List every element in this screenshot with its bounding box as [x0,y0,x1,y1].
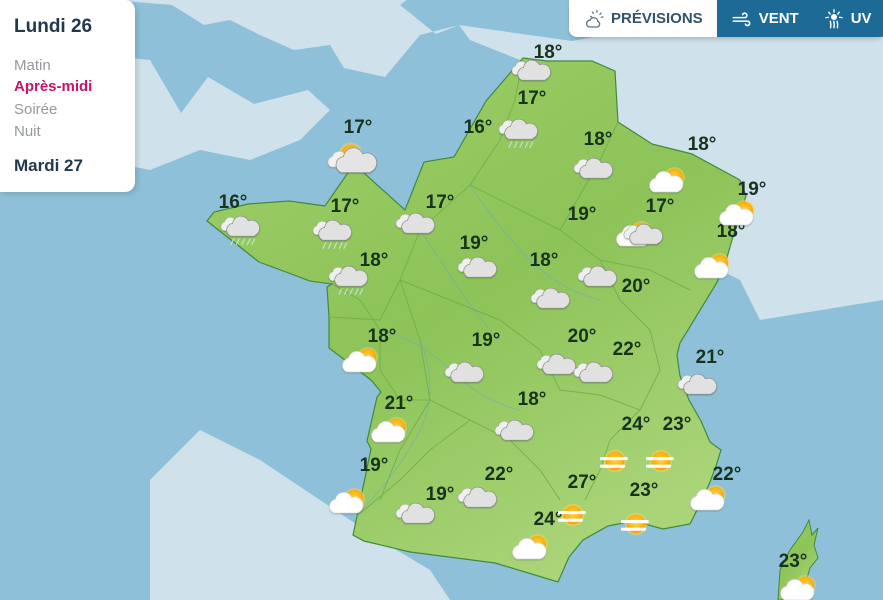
svg-text:18°: 18° [688,134,717,155]
svg-text:22°: 22° [613,339,642,360]
svg-text:18°: 18° [368,326,397,347]
svg-text:17°: 17° [426,192,455,213]
svg-text:19°: 19° [426,484,455,505]
svg-text:18°: 18° [584,129,613,150]
svg-text:23°: 23° [663,414,692,435]
svg-text:23°: 23° [779,551,808,572]
svg-text:20°: 20° [622,276,651,297]
svg-text:20°: 20° [568,326,597,347]
svg-text:18°: 18° [534,42,563,63]
svg-text:19°: 19° [472,330,501,351]
svg-text:23°: 23° [630,480,659,501]
svg-text:19°: 19° [738,179,767,200]
svg-text:27°: 27° [568,472,597,493]
svg-text:17°: 17° [344,117,373,138]
svg-text:19°: 19° [360,455,389,476]
svg-text:21°: 21° [385,393,414,414]
svg-text:17°: 17° [331,196,360,217]
svg-text:22°: 22° [485,464,514,485]
svg-text:16°: 16° [464,117,493,138]
svg-text:24°: 24° [622,414,651,435]
svg-text:18°: 18° [530,250,559,271]
svg-text:19°: 19° [460,233,489,254]
svg-text:18°: 18° [360,250,389,271]
svg-text:19°: 19° [568,204,597,225]
svg-text:17°: 17° [518,88,547,109]
svg-text:16°: 16° [219,192,248,213]
svg-text:17°: 17° [646,196,675,217]
svg-text:21°: 21° [696,347,725,368]
svg-text:18°: 18° [518,389,547,410]
svg-text:22°: 22° [713,464,742,485]
